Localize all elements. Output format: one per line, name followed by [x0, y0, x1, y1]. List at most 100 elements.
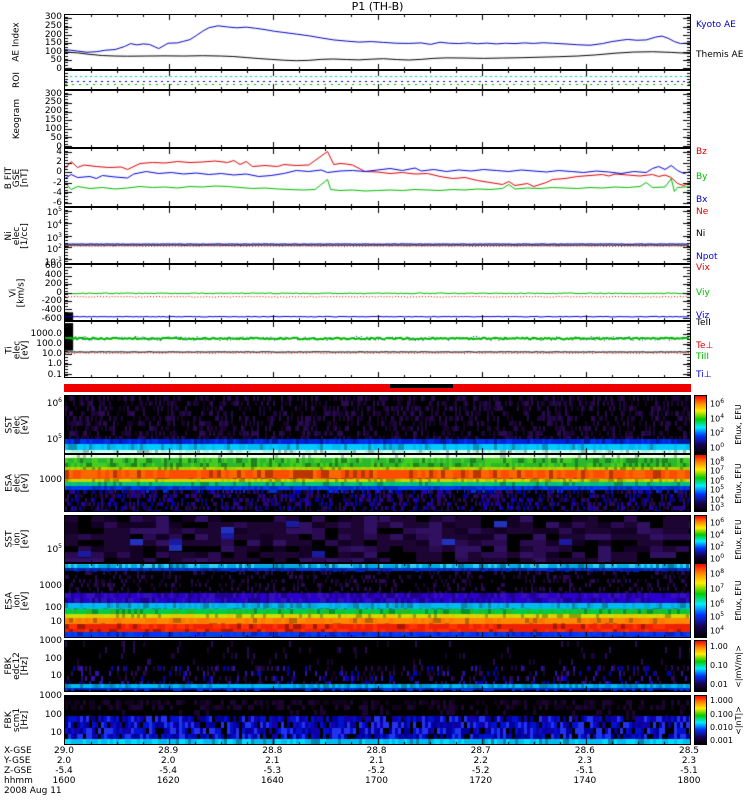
footer-value-c4-r3: 1720 — [469, 776, 493, 786]
footer-value-c3-r3: 1700 — [365, 776, 388, 786]
footer-row-label-x-gse: X-GSE — [4, 746, 32, 756]
footer-value-c1-r1: 2.0 — [160, 756, 176, 766]
sst_e-ytick-1: 105 — [46, 433, 62, 446]
esa_e-colorbar-label-5: 103 — [710, 502, 725, 513]
panel-esa_i — [64, 563, 691, 638]
footer-value-c3-r2: -5.2 — [367, 766, 386, 776]
fbk_e-colorbar-label-1: 0.10 — [710, 660, 728, 670]
fbk_e-colorbar-label-2: 0.01 — [710, 679, 728, 689]
fbk_b-colorbar — [694, 695, 707, 745]
footer-row-label-y-gse: Y-GSE — [4, 756, 31, 766]
vi-ytick-4: -200 — [41, 296, 62, 307]
footer-value-c5-r3: 1740 — [573, 776, 597, 786]
vi-ytick-1: 400 — [44, 269, 62, 280]
panel-fbk_b — [64, 695, 691, 745]
temp-ytick-2: 10.0 — [41, 349, 62, 360]
footer-value-c6-r0: 28.5 — [678, 746, 700, 756]
bfit-ytick-2: 0 — [56, 167, 62, 178]
esa_i-colorbar-label-1: 107 — [710, 582, 725, 594]
sst_e-colorbar — [694, 395, 707, 454]
temp-ytick-1: 100.0 — [36, 338, 62, 349]
footer-value-c0-r2: -5.4 — [55, 766, 73, 776]
bfit-ytick-1: 2 — [56, 156, 62, 167]
bfit-legend-Bz: Bz — [696, 147, 707, 158]
ni-ytick-2: 103 — [46, 231, 62, 244]
fbk_e-ytick-1: 100 — [44, 653, 62, 664]
footer-value-c5-r0: 28.6 — [574, 746, 595, 756]
temp-ytick-3: 1.0 — [47, 359, 62, 370]
footer-value-c5-r2: -5.1 — [576, 766, 594, 776]
ni-plot-canvas — [65, 208, 690, 263]
vi-ytick-2: 200 — [44, 278, 62, 289]
plot-title: P1 (TH-B) — [351, 0, 404, 13]
bfit-ytick-3: -2 — [53, 177, 62, 188]
sst_e-colorbar-label-2: 102 — [710, 427, 725, 439]
esa_i-colorbar-label-3: 105 — [710, 611, 725, 622]
ae-ytick-3: 150 — [44, 38, 62, 49]
esa_i-ytick-2: 10 — [50, 617, 62, 628]
esa_i-plot-canvas — [65, 564, 690, 637]
footer-value-c1-r3: 1620 — [156, 776, 180, 786]
esa_i-ytick-1: 100 — [44, 603, 62, 613]
footer-value-c2-r3: 1640 — [260, 776, 284, 786]
data-quality-gap — [390, 384, 453, 388]
temp-legend-TiII: TiII — [696, 351, 710, 362]
vi-legend-Viz: Viz — [696, 310, 710, 321]
temp-ytick-4: 0.1 — [47, 369, 62, 380]
panel-esa_e — [64, 454, 691, 512]
panel-ae — [64, 14, 691, 70]
esa_e-colorbar-label-3: 105 — [710, 484, 725, 495]
bfit-legend-By: By — [696, 171, 708, 182]
footer-value-c1-r0: 28.9 — [158, 746, 179, 756]
esa_i-ytick-0: 1000 — [39, 581, 62, 592]
ni-legend-Ne: Ne — [696, 207, 709, 218]
footer-value-c6-r2: -5.1 — [680, 766, 698, 776]
panel-keo — [64, 90, 691, 148]
sst_i-colorbar-label-0: 106 — [710, 516, 725, 528]
sst_i-colorbar-label-2: 102 — [710, 540, 725, 552]
temp-plot-canvas — [65, 322, 690, 377]
keo-ytick-5: 50 — [50, 133, 62, 144]
fbk_b-ytick-0: 1000 — [39, 691, 62, 701]
fbk_b-plot-canvas — [65, 696, 690, 744]
vi-legend-Viy: Viy — [696, 288, 710, 299]
esa_e-colorbar-label-0: 108 — [710, 455, 725, 467]
esa_i-colorbar-label-4: 104 — [710, 624, 725, 636]
ni-ytick-1: 104 — [46, 218, 62, 231]
sst_e-ytick-0: 106 — [46, 396, 62, 409]
ae-legend-KyotoAE: Kyoto AE — [696, 20, 736, 31]
ae-ytick-6: 0 — [56, 64, 62, 75]
footer-value-c1-r2: -5.4 — [159, 766, 177, 776]
panel-vi — [64, 264, 691, 321]
panel-fbk_e — [64, 640, 691, 692]
sst_e-colorbar-label-0: 106 — [710, 397, 725, 409]
ae-legend-ThemisAE: Themis AE — [696, 49, 744, 60]
ni-ytick-3: 102 — [46, 243, 62, 256]
vi-ytick-5: -400 — [41, 305, 62, 316]
ae-ytick-4: 100 — [44, 46, 62, 57]
footer-value-c4-r2: -5.2 — [471, 766, 490, 776]
keo-plot-canvas — [65, 91, 690, 147]
panel-roi — [64, 70, 691, 90]
footer-value-c3-r0: 28.8 — [366, 746, 387, 756]
bfit-legend-Bx: Bx — [696, 194, 708, 205]
footer-row-label-hhmm: hhmm — [4, 776, 33, 786]
sst_i-colorbar-label-1: 104 — [710, 528, 725, 540]
esa_e-plot-canvas — [65, 455, 690, 511]
ae-ytick-1: 250 — [44, 21, 62, 32]
sst_i-plot-canvas — [65, 516, 690, 562]
footer-value-c2-r2: -5.3 — [263, 766, 282, 776]
sst_e-colorbar-label-1: 104 — [710, 412, 725, 424]
fbk_b-colorbar-label-2: 0.010 — [710, 723, 733, 732]
axis-date-label: 2008 Aug 11 — [4, 786, 62, 796]
panel-sst_i — [64, 515, 691, 563]
fbk_e-ytick-0: 1000 — [39, 636, 62, 647]
footer-value-c5-r1: 2.3 — [577, 756, 592, 766]
keo-ytick-6: 0 — [56, 142, 62, 153]
esa_e-colorbar-label-4: 104 — [710, 493, 725, 505]
sst_e-colorbar-title: Eflux, EFU — [733, 404, 743, 445]
esa_i-colorbar — [694, 563, 707, 638]
roi-plot-canvas — [65, 71, 690, 89]
esa_e-ytick-0: 1000 — [39, 475, 62, 486]
